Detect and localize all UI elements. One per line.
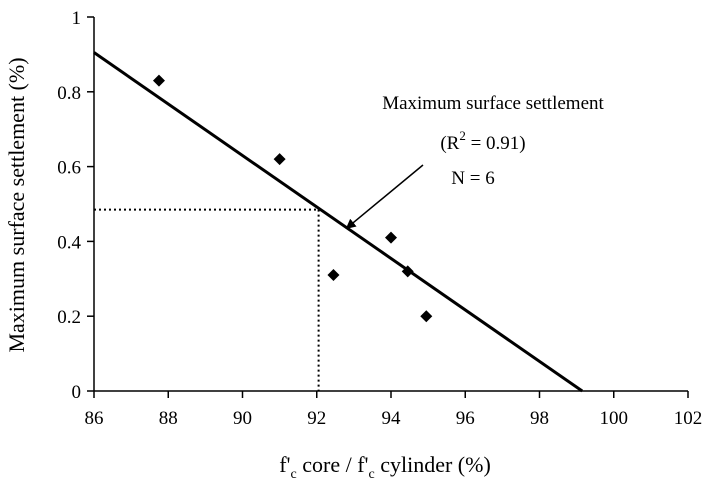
data-point (152, 74, 165, 87)
annotation-title: Maximum surface settlement (382, 93, 604, 114)
data-point (273, 153, 286, 166)
axes: 0 0.2 0.4 0.6 0.8 1 86 88 90 92 94 96 98 100 102 (57, 8, 702, 429)
y-axis-title: Maximum surface settlement (%) (4, 57, 29, 352)
y-tick-label: 0.4 (57, 232, 81, 253)
annotation-n: N = 6 (451, 168, 494, 189)
x-axis-title: f'c core / f'c cylinder (%) (279, 452, 491, 482)
trendline (93, 51, 584, 393)
data-point (401, 265, 414, 278)
x-tick-label: 100 (600, 408, 629, 429)
y-tick-label: 0 (72, 382, 82, 403)
y-tick-label: 0.8 (57, 83, 81, 104)
data-point (420, 310, 433, 323)
x-tick-label: 94 (382, 408, 402, 429)
annotation-arrow (345, 164, 424, 229)
x-tick-label: 90 (233, 408, 252, 429)
data-points (152, 74, 433, 323)
annotation: Maximum surface settlement (R2 = 0.91) N… (345, 93, 605, 229)
x-tick-label: 86 (85, 408, 104, 429)
x-tick-label: 88 (159, 408, 178, 429)
y-tick-label: 0.6 (57, 158, 81, 179)
x-tick-label: 92 (307, 408, 326, 429)
x-tick-label: 96 (456, 408, 475, 429)
y-tick-label: 0.2 (57, 307, 81, 328)
annotation-r2: (R2 = 0.91) (440, 128, 525, 154)
reference-lines (94, 208, 320, 391)
y-tick-label: 1 (72, 8, 82, 29)
data-point (327, 269, 340, 282)
x-tick-label: 98 (530, 408, 549, 429)
x-tick-label: 102 (674, 408, 703, 429)
trendline-group (93, 51, 584, 393)
data-point (385, 231, 397, 244)
